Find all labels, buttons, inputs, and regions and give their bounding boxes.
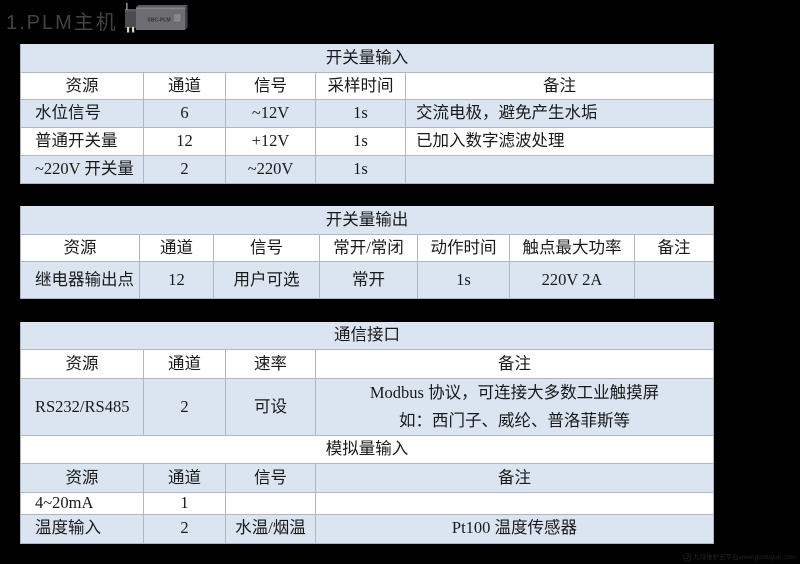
svg-text:SBC-PLM: SBC-PLM (147, 18, 170, 24)
